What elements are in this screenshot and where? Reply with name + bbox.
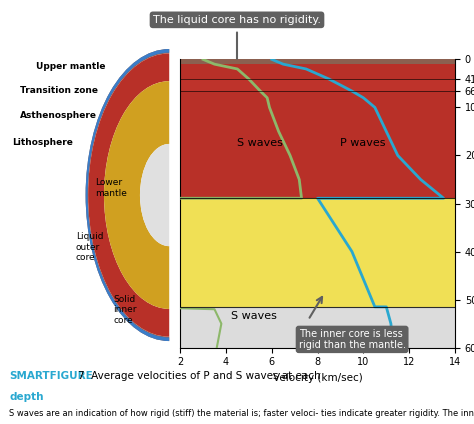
Text: SMARTFIGURE: SMARTFIGURE [9, 371, 93, 381]
Wedge shape [86, 49, 169, 341]
Text: S waves are an indication of how rigid (stiff) the material is; faster veloci- t: S waves are an indication of how rigid (… [9, 409, 474, 418]
Text: S waves: S waves [230, 311, 276, 321]
Text: The inner core is less
rigid than the mantle.: The inner core is less rigid than the ma… [299, 329, 406, 350]
Text: Liquid
outer
core: Liquid outer core [76, 232, 103, 262]
Wedge shape [88, 53, 169, 337]
Text: depth: depth [9, 392, 44, 402]
Text: Transition zone: Transition zone [20, 86, 98, 95]
Wedge shape [104, 81, 169, 309]
Text: Lower
mantle: Lower mantle [96, 179, 128, 198]
Text: S waves: S waves [237, 138, 283, 148]
Text: The liquid core has no rigidity.: The liquid core has no rigidity. [153, 15, 321, 25]
Text: Upper mantle: Upper mantle [36, 62, 105, 71]
Wedge shape [140, 144, 169, 246]
Bar [180, 307, 455, 365]
X-axis label: Velocity (km/sec): Velocity (km/sec) [273, 373, 363, 383]
Text: Lithosphere: Lithosphere [12, 138, 73, 148]
Bar [180, 198, 455, 307]
Wedge shape [86, 49, 169, 341]
Text: Asthenosphere: Asthenosphere [20, 111, 97, 120]
Text: P waves: P waves [340, 138, 386, 148]
Text: 7  Average velocities of P and S waves at each: 7 Average velocities of P and S waves at… [78, 371, 321, 381]
Bar [180, 79, 455, 91]
Bar [180, 59, 455, 64]
Text: Solid
inner
core: Solid inner core [113, 295, 137, 325]
Bar [180, 59, 455, 198]
